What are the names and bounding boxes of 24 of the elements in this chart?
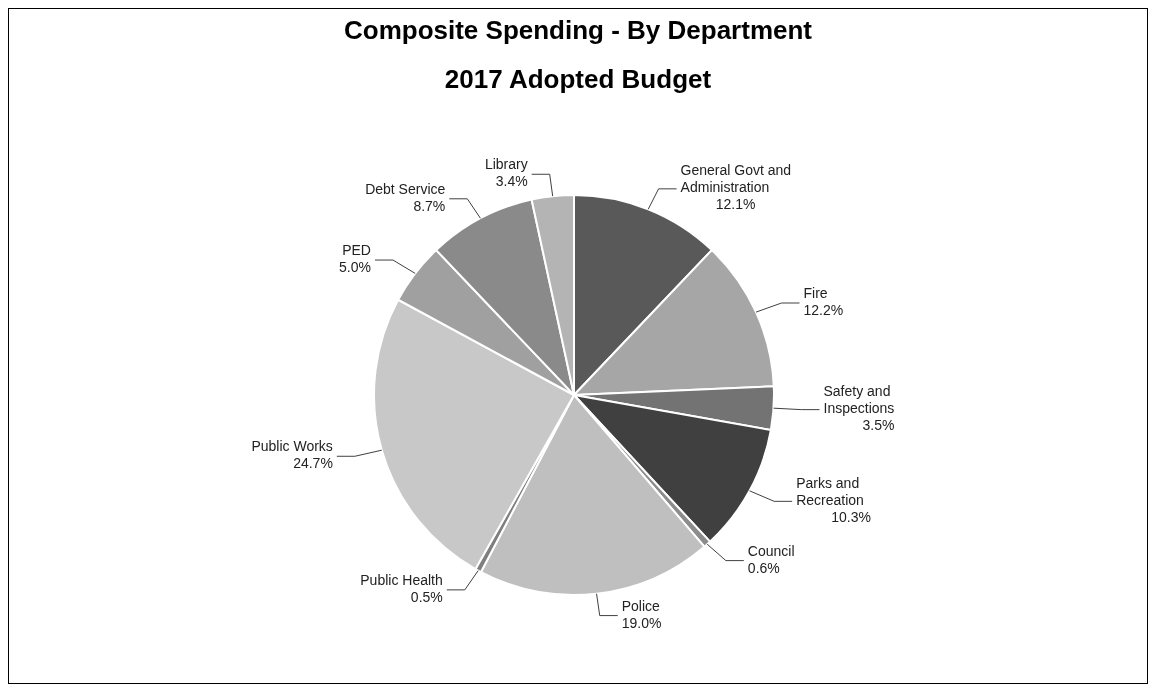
data-label: 0.6% [747,559,780,576]
data-label: 3.5% [862,417,895,434]
data-label: 0.5% [410,588,443,605]
data-label: 24.7% [293,455,333,472]
data-label: 10.3% [831,508,871,525]
chart-subtitle: 2017 Adopted Budget [443,64,713,95]
slice-label: Police [621,597,661,614]
slice-label: General Govt and Administration [680,162,792,196]
data-label: 12.1% [715,196,756,213]
slice-label: Debt Service [365,180,446,197]
data-label: 8.7% [413,197,446,214]
slice-label: Parks and Recreation [796,474,864,508]
slice-label: PED [342,242,371,259]
slice-label: Council [747,542,795,559]
data-label: 3.4% [495,173,528,190]
slice-label: Safety and Inspections [823,383,895,417]
chart-title: Composite Spending - By Department [342,15,813,46]
data-label: 5.0% [339,259,371,276]
slice-label: Public Health [360,571,443,588]
data-label: 19.0% [621,614,662,631]
slice-label: Library [484,156,528,173]
data-label: 12.2% [803,302,844,319]
slice-label: Public Works [251,438,333,455]
slice-label: Fire [803,285,828,302]
